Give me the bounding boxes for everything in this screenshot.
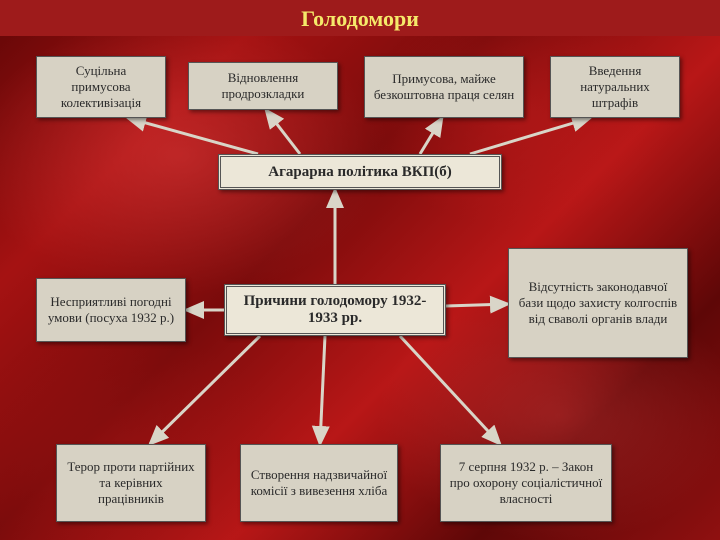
node-n4: Введення натуральних штрафів	[550, 56, 680, 118]
node-n6: Відсутність законодавчої бази щодо захис…	[508, 248, 688, 358]
node-n9: 7 серпня 1932 р. – Закон про охорону соц…	[440, 444, 612, 522]
node-n1: Суцільна примусова колективізація	[36, 56, 166, 118]
central-node-agrarian: Агарарна політика ВКП(б)	[218, 154, 502, 190]
diagram-canvas: Агарарна політика ВКП(б) Причини голодомо…	[0, 36, 720, 540]
node-n2: Відновлення продрозкладки	[188, 62, 338, 110]
central-node-causes: Причини голодомору 1932-1933 рр.	[224, 284, 446, 336]
node-n7: Терор проти партійних та керівних праців…	[56, 444, 206, 522]
node-n5: Несприятливі погодні умови (посуха 1932 …	[36, 278, 186, 342]
node-n8: Створення надзвичайної комісії з вивезен…	[240, 444, 398, 522]
page-title: Голодомори	[0, 0, 720, 40]
node-n3: Примусова, майже безкоштовна праця селян	[364, 56, 524, 118]
title-text: Голодомори	[301, 6, 419, 31]
